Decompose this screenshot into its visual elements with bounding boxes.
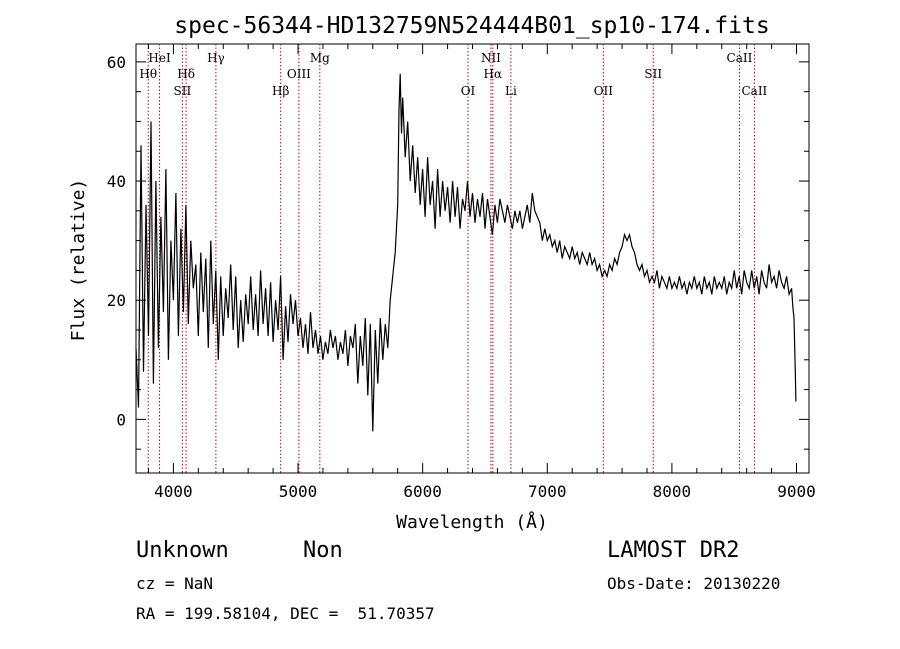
line-label-11: Li: [505, 84, 517, 98]
line-label-5: Hβ: [272, 84, 289, 98]
line-label-12: OII: [594, 84, 614, 98]
line-label-15: CaII: [741, 84, 767, 98]
plot-frame: [135, 43, 810, 474]
x-tick-label: 8000: [653, 482, 692, 501]
survey-name: LAMOST DR2: [607, 538, 740, 563]
x-tick-label: 6000: [403, 482, 442, 501]
line-label-6: OIII: [287, 67, 311, 81]
line-label-7: Mg: [310, 51, 330, 65]
x-tick-label: 4000: [154, 482, 193, 501]
line-label-13: SII: [644, 67, 662, 81]
y-tick-label: 20: [107, 291, 126, 310]
object-subclass: Non: [303, 538, 343, 563]
x-axis-label: Wavelength (Å): [396, 511, 548, 533]
line-label-14: CaII: [727, 51, 753, 65]
object-class: Unknown: [136, 538, 229, 563]
chart-title: spec-56344-HD132759N524444B01_sp10-174.f…: [174, 13, 769, 39]
axis-ticks-layer: 4000 5000 6000 7000 8000 9000 0 20 40 60: [107, 44, 816, 501]
y-tick-label: 60: [107, 53, 126, 72]
redshift-cz: cz = NaN: [136, 574, 214, 593]
line-label-0: Hθ: [139, 67, 157, 81]
y-tick-label: 40: [107, 172, 126, 191]
spectrum-line: [135, 73, 797, 432]
x-tick-label: 7000: [528, 482, 567, 501]
y-axis-label: Flux (relative): [68, 179, 89, 342]
line-label-3: Hδ: [177, 67, 195, 81]
line-label-1: HeI: [148, 51, 171, 65]
observation-date: Obs-Date: 20130220: [607, 574, 781, 593]
x-tick-label: 9000: [777, 482, 816, 501]
line-label-10: Hα: [484, 67, 503, 81]
line-label-9: NII: [481, 51, 501, 65]
x-tick-label: 5000: [279, 482, 318, 501]
line-label-2: SII: [174, 84, 192, 98]
ra-dec-coordinates: RA = 199.58104, DEC = 51.70357: [136, 604, 435, 623]
y-tick-label: 0: [116, 410, 126, 429]
line-label-8: OI: [461, 84, 476, 98]
line-label-4: Hγ: [207, 51, 225, 65]
